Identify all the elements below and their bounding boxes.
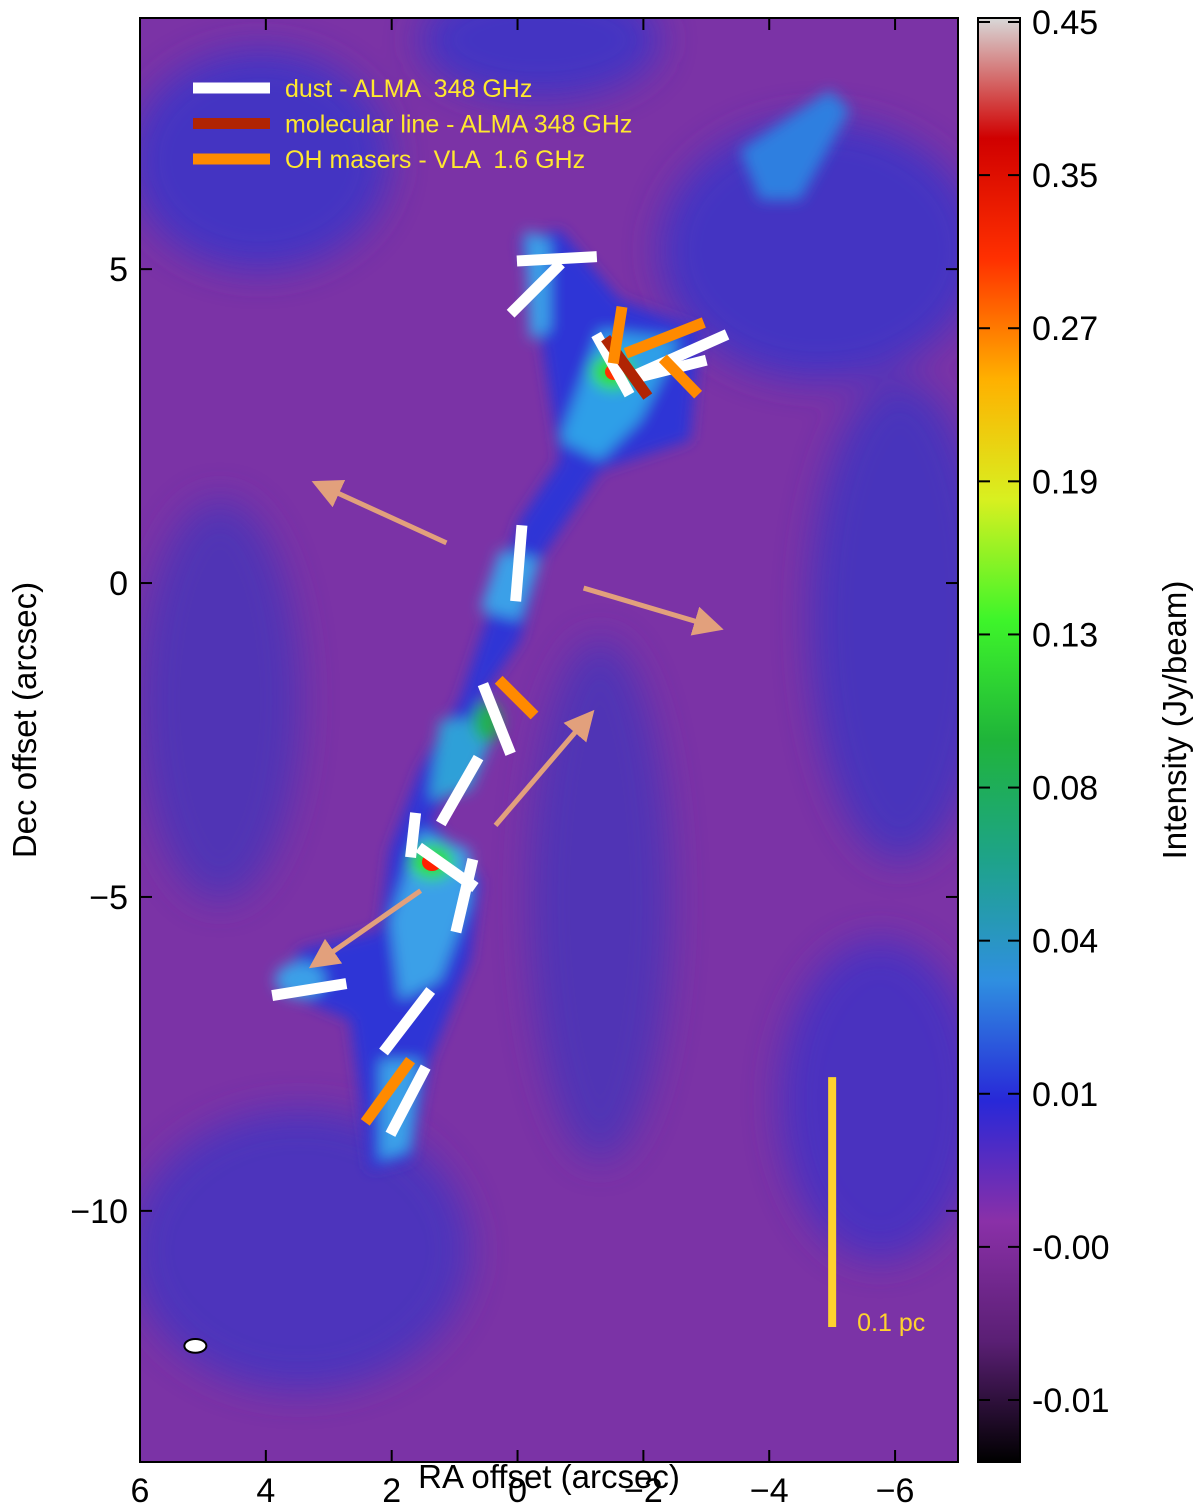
polarization-segment xyxy=(379,987,436,1056)
colorbar-tick-label: -0.01 xyxy=(1032,1382,1110,1420)
polarization-segment xyxy=(405,812,422,859)
polarization-segment xyxy=(516,251,598,267)
colorbar-label: Intensity (Jy/beam) xyxy=(1156,581,1193,860)
x-tick-label: 6 xyxy=(131,1472,150,1504)
polarization-segment xyxy=(510,524,528,602)
y-tick-label: 5 xyxy=(109,251,128,289)
polarization-segment xyxy=(477,682,516,756)
colorbar-tick-label: 0.13 xyxy=(1032,616,1098,654)
y-tick-label: 0 xyxy=(109,565,128,603)
y-tick-label: −10 xyxy=(70,1193,128,1231)
x-tick-label: 4 xyxy=(256,1472,275,1504)
polarization-segment xyxy=(385,1064,431,1137)
y-tick-label: −5 xyxy=(89,879,128,917)
polarization-segment xyxy=(607,305,628,365)
polarization-segment xyxy=(360,1056,416,1126)
colorbar-tick-label: -0.00 xyxy=(1032,1229,1110,1267)
colorbar-tick-label: 0.08 xyxy=(1032,770,1098,808)
x-tick-label: −2 xyxy=(624,1472,663,1504)
x-tick-label: −4 xyxy=(750,1472,789,1504)
colorbar-tick-label: 0.04 xyxy=(1032,923,1098,961)
polarization-segment xyxy=(450,858,479,934)
legend-label: OH masers - VLA 1.6 GHz xyxy=(285,146,585,174)
polarization-segment xyxy=(591,331,635,398)
outflow-arrow xyxy=(308,888,423,969)
polarization-segment xyxy=(658,354,703,399)
x-tick-label: 0 xyxy=(508,1472,527,1504)
colorbar xyxy=(977,17,1021,1463)
y-axis-label: Dec offset (arcsec) xyxy=(6,582,43,858)
polarization-segment xyxy=(435,754,484,827)
colorbar-tick-label: 0.01 xyxy=(1032,1076,1098,1114)
polarization-segment xyxy=(623,317,706,359)
colorbar-tick-label: 0.45 xyxy=(1032,4,1098,42)
intensity-image xyxy=(140,18,958,1462)
colorbar-tick-label: 0.19 xyxy=(1032,463,1098,501)
outflow-arrow xyxy=(493,709,595,828)
plot-frame xyxy=(139,17,959,1463)
polarization-segment xyxy=(506,259,565,318)
legend-label: molecular line - ALMA 348 GHz xyxy=(285,111,632,139)
x-tick-label: 2 xyxy=(382,1472,401,1504)
colorbar-tick-label: 0.35 xyxy=(1032,157,1098,195)
beam xyxy=(183,1337,208,1354)
legend-label: dust - ALMA 348 GHz xyxy=(285,75,532,103)
outflow-arrow xyxy=(582,585,724,636)
colorbar-tick-label: 0.27 xyxy=(1032,310,1098,348)
x-axis-label: RA offset (arcsec) xyxy=(418,1458,680,1495)
x-tick-label: −6 xyxy=(876,1472,915,1504)
polarization-segment xyxy=(271,978,348,1001)
polarization-segment xyxy=(494,675,539,720)
outflow-arrow xyxy=(311,479,448,546)
scale-bar-label: 0.1 pc xyxy=(857,1309,925,1337)
